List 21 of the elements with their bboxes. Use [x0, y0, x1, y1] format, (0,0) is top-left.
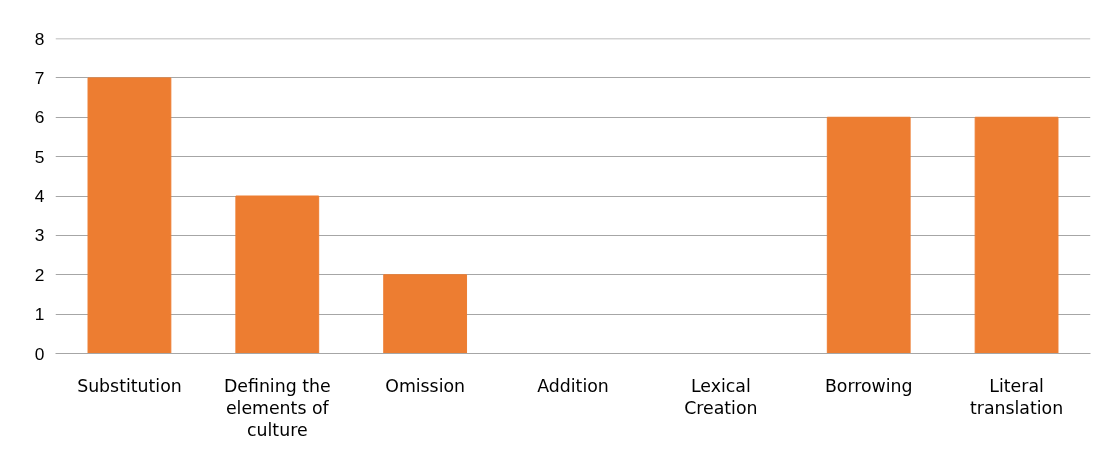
- y-tick-label: 0: [34, 343, 45, 364]
- x-tick-label: Borrowing: [824, 375, 913, 396]
- x-tick-label: Defining the elements of culture: [223, 375, 331, 440]
- x-tick-label: Omission: [385, 375, 466, 396]
- bar: [826, 116, 911, 354]
- y-tick-label: 7: [34, 67, 45, 88]
- y-tick-label: 2: [34, 264, 45, 285]
- y-tick-label: 5: [34, 146, 45, 167]
- bar: [87, 77, 172, 354]
- y-tick-label: 8: [34, 28, 45, 49]
- y-tick-label: 4: [34, 186, 45, 206]
- y-tick-label: 6: [34, 107, 45, 128]
- y-tick-label: 1: [34, 304, 45, 325]
- bar: [974, 116, 1059, 354]
- x-tick-label: Literal translation: [969, 375, 1064, 418]
- bar: [383, 274, 468, 354]
- y-tick-label: 3: [34, 225, 45, 246]
- x-tick-label: Addition: [537, 375, 609, 396]
- x-tick-label: Lexical Creation: [684, 375, 758, 418]
- x-tick-label: Substitution: [77, 375, 182, 396]
- bar: [235, 195, 320, 354]
